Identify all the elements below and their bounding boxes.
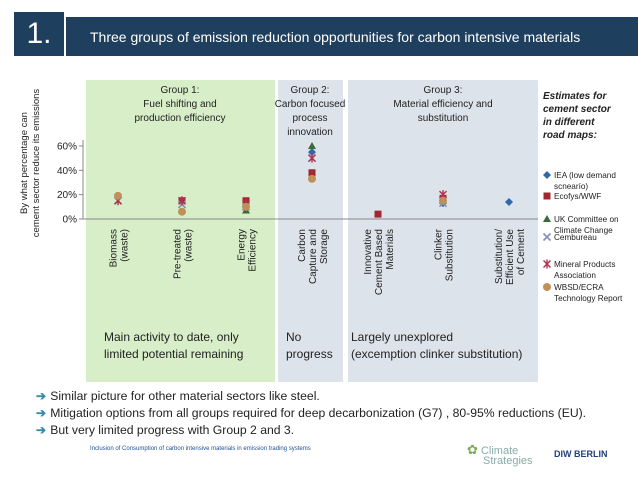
y-tick-label: 40%: [57, 166, 77, 177]
legend-marker-x: [542, 232, 552, 242]
data-point-circle: [178, 207, 186, 216]
data-point-diamond: [308, 148, 316, 157]
group-header-line: Group 3:: [424, 85, 463, 96]
arrow-icon: ➔: [36, 389, 47, 403]
legend-marker-star: [543, 259, 551, 269]
legend-label: Technology Report: [554, 294, 623, 303]
data-point-triangle: [308, 142, 316, 149]
legend-label: Climate Change: [554, 226, 613, 235]
legend-title-line: cement sector: [543, 104, 612, 115]
group-header-line: Group 1:: [161, 85, 200, 96]
category-label: Cement Based: [374, 229, 385, 295]
category-label: of Cement: [516, 229, 527, 275]
category-label: Substitution: [445, 229, 456, 281]
legend-label: Ecofys/WWF: [554, 192, 601, 201]
category-label: Clinker: [434, 228, 445, 260]
legend-label: scnearío): [554, 182, 588, 191]
category-label: Biomass: [109, 229, 120, 267]
legend-label: Cembureau: [554, 233, 597, 242]
slide-title: Three groups of emission reduction oppor…: [66, 17, 638, 56]
category-label: Energy: [237, 229, 248, 261]
group-note-line: No: [286, 330, 302, 344]
arrow-icon: ➔: [36, 423, 47, 437]
bullet-item: ➔ Similar picture for other material sect…: [36, 389, 320, 403]
section-number: 1.: [14, 12, 64, 56]
data-point-diamond: [505, 197, 513, 206]
y-axis-title: By what percentage can: [19, 112, 30, 214]
group-note-line: (excemption clinker substitution): [351, 347, 522, 361]
climate-strategies-logo: ✿ Climate Strategies: [467, 442, 533, 467]
legend-label: Mineral Products: [554, 260, 615, 269]
category-label: Innovative: [363, 229, 374, 275]
group-note-line: Main activity to date, only: [104, 330, 239, 344]
data-point-circle: [439, 196, 447, 205]
category-label: Capture and: [308, 229, 319, 284]
category-label: Efficient Use: [505, 229, 516, 285]
legend-marker-triangle: [543, 215, 551, 222]
legend-label: UK Committee on: [554, 215, 619, 224]
group-panel-3: [348, 80, 538, 382]
legend-title-line: in different: [543, 117, 595, 128]
group-header-line: production efficiency: [135, 113, 226, 124]
data-point-square: [308, 169, 316, 177]
bullet-list: ➔ Similar picture for other material sect…: [36, 388, 636, 439]
data-point-circle: [242, 202, 250, 211]
data-point-star: [308, 153, 316, 163]
emission-reduction-chart: Group 1: Fuel shifting and production effi…: [19, 80, 623, 382]
legend-marker-diamond: [543, 171, 551, 179]
legend-label: IEA (low demand: [554, 171, 616, 180]
category-label: Efficiency: [248, 229, 259, 272]
group-header-line: substitution: [418, 113, 469, 124]
category-label: (waste): [120, 229, 131, 262]
category-label: Storage: [319, 229, 330, 264]
group-header-line: process: [292, 113, 327, 124]
y-axis-title: cement sector reduce its emissions: [31, 89, 42, 238]
footer-caption: Inclusion of Consumption of carbon inten…: [90, 446, 311, 452]
category-label: Substitution/: [494, 229, 505, 284]
y-tick-label: 20%: [57, 190, 77, 201]
bullet-item: ➔ But very limited progress with Group 2 …: [36, 423, 295, 437]
y-tick-label: 0%: [63, 215, 78, 226]
legend-title-line: road maps:: [543, 130, 597, 141]
logo-leaf-icon: ✿: [467, 442, 478, 457]
group-header-line: Group 2:: [291, 85, 330, 96]
data-point-circle: [114, 191, 122, 200]
diw-berlin-logo: DIW BERLIN: [554, 449, 608, 459]
category-label: Carbon: [297, 229, 308, 262]
group-header-line: Material efficiency and: [393, 99, 492, 110]
group-panel-1: [86, 80, 275, 382]
legend-label: WBSD/ECRA: [554, 283, 604, 292]
legend-marker-circle: [543, 283, 551, 291]
group-header-line: Fuel shifting and: [143, 99, 216, 110]
slide-header: 1. Three groups of emission reduction op…: [0, 0, 638, 62]
group-note-line: Largely unexplored: [351, 330, 453, 344]
arrow-icon: ➔: [36, 406, 47, 420]
group-note-line: limited potential remaining: [104, 347, 243, 361]
category-label: (waste): [184, 229, 195, 262]
data-point-square: [374, 210, 382, 218]
legend-marker-square: [543, 192, 551, 200]
category-label: Materials: [385, 229, 396, 270]
data-point-star: [178, 196, 186, 206]
group-header-line: Carbon focused: [275, 99, 346, 110]
group-note-line: progress: [286, 347, 333, 361]
y-tick-label: 60%: [57, 142, 77, 153]
bullet-item: ➔ Mitigation options from all groups requ…: [36, 406, 587, 420]
group-header-line: innovation: [287, 127, 333, 138]
legend-title-line: Estimates for: [543, 91, 607, 102]
group-panel-2: [278, 80, 343, 382]
data-point-circle: [308, 174, 316, 183]
category-label: Pre-treated: [173, 229, 184, 279]
legend-label: Association: [554, 271, 596, 280]
